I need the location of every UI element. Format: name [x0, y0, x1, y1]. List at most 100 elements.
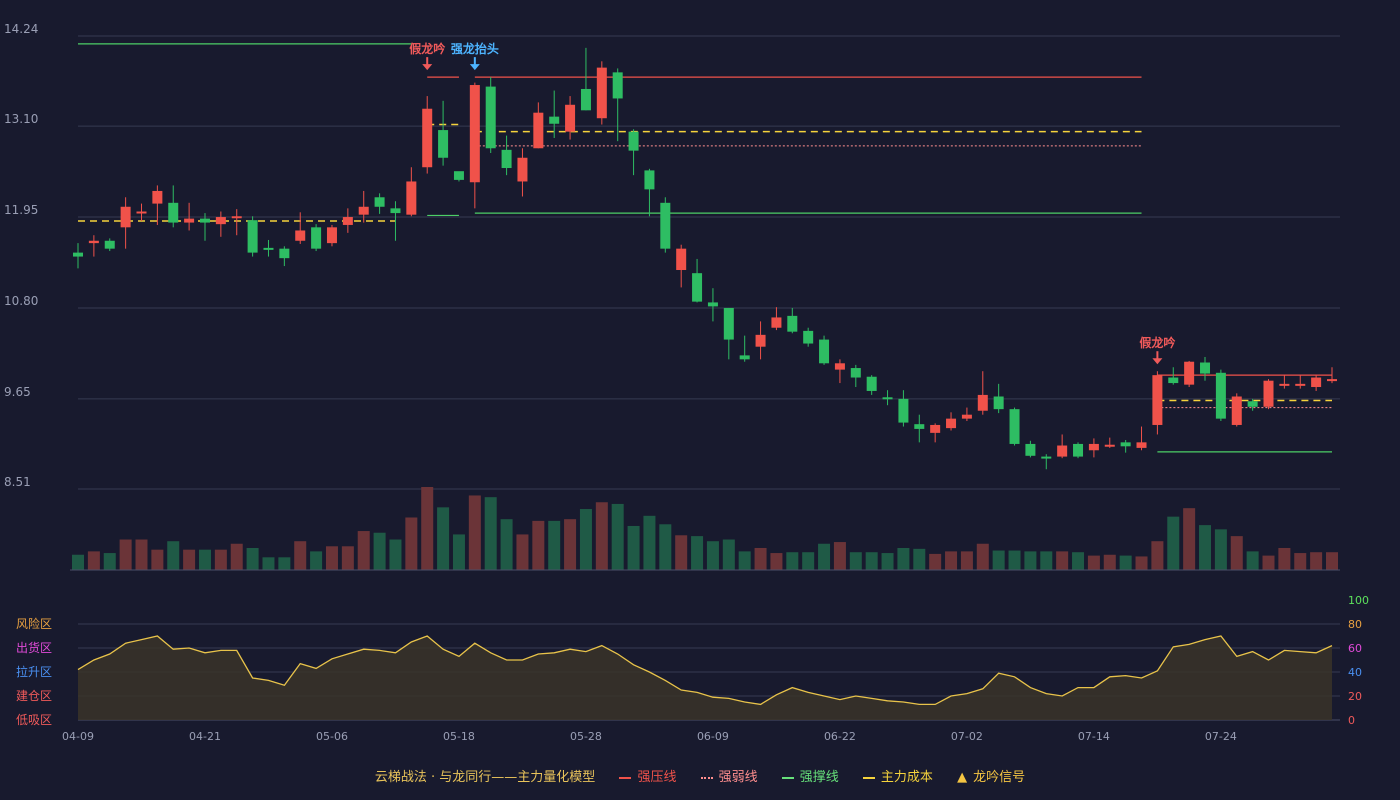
candle-body: [168, 202, 179, 223]
volume-bar: [849, 552, 862, 570]
candle-body: [453, 171, 464, 180]
candle-body: [834, 363, 845, 370]
candle-body: [850, 368, 861, 378]
candle-body: [565, 104, 576, 132]
osc-tick-label: 0: [1348, 714, 1355, 727]
candle-body: [390, 208, 401, 214]
legend-item-weak[interactable]: 强弱线: [700, 766, 758, 785]
candle-body: [723, 307, 734, 340]
volume-bar: [897, 547, 910, 570]
volume-bar: [1072, 552, 1085, 570]
candle-body: [469, 85, 480, 183]
price-tick-label: 13.10: [4, 112, 38, 126]
volume-bar: [1199, 525, 1212, 570]
legend-item-cost[interactable]: 主力成本: [862, 766, 933, 785]
candle-body: [1168, 377, 1179, 384]
volume-bar: [659, 524, 672, 570]
volume-bar: [198, 549, 211, 570]
candle-body: [358, 206, 369, 215]
legend-weak-swatch: [700, 776, 713, 779]
volume-bar: [151, 549, 164, 570]
candle-body: [1057, 445, 1068, 457]
volume-bar: [183, 549, 196, 570]
volume-bar: [389, 539, 402, 570]
legend-item-support[interactable]: 强撑线: [781, 766, 839, 785]
date-tick-label: 07-24: [1205, 730, 1237, 743]
volume-bar: [103, 553, 116, 570]
volume-bar: [611, 503, 624, 570]
volume-bar: [214, 549, 227, 570]
legend-support-swatch: [781, 776, 794, 779]
legend-item-pressure[interactable]: 强压线: [619, 766, 676, 785]
candle-body: [1311, 377, 1322, 388]
candle-body: [898, 398, 909, 423]
candle-body: [517, 157, 528, 182]
candle-body: [1009, 409, 1020, 444]
volume-bar: [167, 541, 180, 570]
candle-body: [501, 149, 512, 169]
candle-body: [1120, 442, 1131, 447]
price-tick-label: 9.65: [4, 385, 31, 399]
candle-body: [739, 355, 750, 360]
volume-bar: [1103, 554, 1116, 570]
candle-body: [549, 116, 560, 124]
osc-tick-label: 100: [1348, 594, 1369, 607]
candle-body: [977, 394, 988, 411]
volume-bar: [960, 551, 973, 570]
osc-tick-label: 80: [1348, 618, 1362, 631]
candle-body: [961, 414, 972, 419]
legend-item-signal[interactable]: ▲ 龙吟信号: [957, 766, 1025, 785]
volume-bar: [929, 553, 942, 570]
date-tick-label: 06-09: [697, 730, 729, 743]
candle-body: [819, 339, 830, 364]
legend-weak-label: 强弱线: [718, 770, 758, 785]
candle-body: [1231, 396, 1242, 425]
volume-bar: [119, 539, 132, 570]
candle-body: [1327, 379, 1337, 382]
legend-signal-label: 龙吟信号: [973, 770, 1026, 785]
volume-bar: [1294, 553, 1307, 570]
date-tick-label: 07-14: [1078, 730, 1110, 743]
signal-label: 假龙吟: [1139, 335, 1175, 350]
candle-body: [644, 170, 655, 190]
legend: 云梯战法 · 与龙同行——主力量化模型 强压线 强弱线 强撑线 主力成本 ▲ 龙吟…: [0, 766, 1400, 785]
volume-bar: [691, 536, 704, 570]
candle-body: [803, 330, 814, 344]
candle-body: [311, 227, 322, 249]
date-tick-label: 04-21: [189, 730, 221, 743]
volume-bar: [1262, 555, 1275, 570]
volume-bar: [865, 552, 878, 570]
arrow-down-icon: [422, 64, 433, 71]
signal-label: 强龙抬头: [451, 41, 499, 56]
price-tick-label: 10.80: [4, 294, 38, 308]
volume-bar: [1119, 555, 1132, 570]
osc-tick-label: 60: [1348, 642, 1362, 655]
volume-bar: [643, 515, 656, 570]
signal-label: 假龙吟: [409, 41, 445, 56]
date-tick-label: 04-09: [62, 730, 94, 743]
volume-bar: [627, 525, 640, 570]
candle-body: [1152, 375, 1163, 425]
volume-bar: [1040, 551, 1053, 570]
volume-bar: [833, 542, 846, 570]
volume-bar: [246, 547, 259, 570]
price-tick-label: 14.24: [4, 22, 38, 36]
candle-body: [1247, 401, 1258, 407]
candle-body: [73, 252, 83, 257]
candle-body: [247, 220, 258, 253]
candle-body: [295, 230, 306, 241]
date-tick-label: 05-18: [443, 730, 475, 743]
volume-bar: [675, 535, 688, 570]
candle-body: [771, 317, 782, 328]
candle-body: [374, 197, 385, 207]
volume-bar: [786, 552, 799, 570]
arrow-down-icon: [469, 64, 480, 71]
legend-pressure-label: 强压线: [637, 770, 677, 785]
volume-bar: [1326, 552, 1338, 570]
volume-bar: [325, 546, 338, 570]
volume-bar: [1024, 551, 1037, 570]
candle-body: [580, 88, 591, 111]
volume-bar: [230, 543, 243, 570]
candle-body: [755, 334, 766, 347]
volume-bar: [294, 541, 307, 570]
